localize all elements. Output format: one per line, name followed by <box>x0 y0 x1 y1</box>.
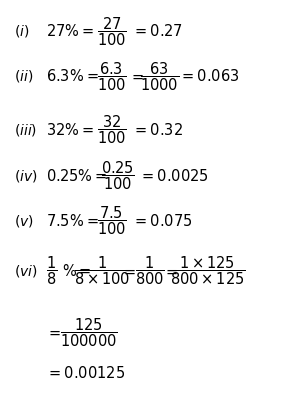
Text: $(iii)$: $(iii)$ <box>14 122 37 138</box>
Text: $\dfrac{7.5}{100}$: $\dfrac{7.5}{100}$ <box>97 204 127 237</box>
Text: $\dfrac{0.25}{100}$: $\dfrac{0.25}{100}$ <box>101 159 135 192</box>
Text: $= 0.0025$: $= 0.0025$ <box>139 168 209 183</box>
Text: $\dfrac{1}{8}$: $\dfrac{1}{8}$ <box>46 255 57 287</box>
Text: $=$: $=$ <box>121 264 136 278</box>
Text: $\dfrac{6.3}{100}$: $\dfrac{6.3}{100}$ <box>97 60 127 93</box>
Text: $\dfrac{27}{100}$: $\dfrac{27}{100}$ <box>97 15 127 48</box>
Text: $(iv)$: $(iv)$ <box>14 168 38 183</box>
Text: $6.3\% =$: $6.3\% =$ <box>46 68 98 85</box>
Text: $27\% =$: $27\% =$ <box>46 23 94 39</box>
Text: $= 0.00125$: $= 0.00125$ <box>46 365 125 381</box>
Text: $=$: $=$ <box>163 264 179 278</box>
Text: $\dfrac{1\times125}{800\times125}$: $\dfrac{1\times125}{800\times125}$ <box>170 255 246 287</box>
Text: $\dfrac{1}{800}$: $\dfrac{1}{800}$ <box>135 255 165 287</box>
Text: $\dfrac{32}{100}$: $\dfrac{32}{100}$ <box>97 113 127 146</box>
Text: $= 0.075$: $= 0.075$ <box>132 212 192 229</box>
Text: $=$: $=$ <box>46 325 61 340</box>
Text: $(vi)$: $(vi)$ <box>14 263 38 279</box>
Text: $=$: $=$ <box>129 69 145 84</box>
Text: $= 0.063$: $= 0.063$ <box>179 68 239 85</box>
Text: $7.5\% =$: $7.5\% =$ <box>46 212 98 229</box>
Text: $32\% =$: $32\% =$ <box>46 122 94 138</box>
Text: $\% =$: $\% =$ <box>63 263 92 279</box>
Text: $\dfrac{63}{1000}$: $\dfrac{63}{1000}$ <box>140 60 179 93</box>
Text: $= 0.27$: $= 0.27$ <box>132 23 182 39</box>
Text: $\dfrac{125}{100000}$: $\dfrac{125}{100000}$ <box>60 316 118 349</box>
Text: $(v)$: $(v)$ <box>14 212 34 229</box>
Text: $(i)$: $(i)$ <box>14 23 29 39</box>
Text: $0.25\% =$: $0.25\% =$ <box>46 168 107 183</box>
Text: $\dfrac{1}{8\times100}$: $\dfrac{1}{8\times100}$ <box>74 255 131 287</box>
Text: $= 0.32$: $= 0.32$ <box>132 122 183 138</box>
Text: $(ii)$: $(ii)$ <box>14 68 33 85</box>
